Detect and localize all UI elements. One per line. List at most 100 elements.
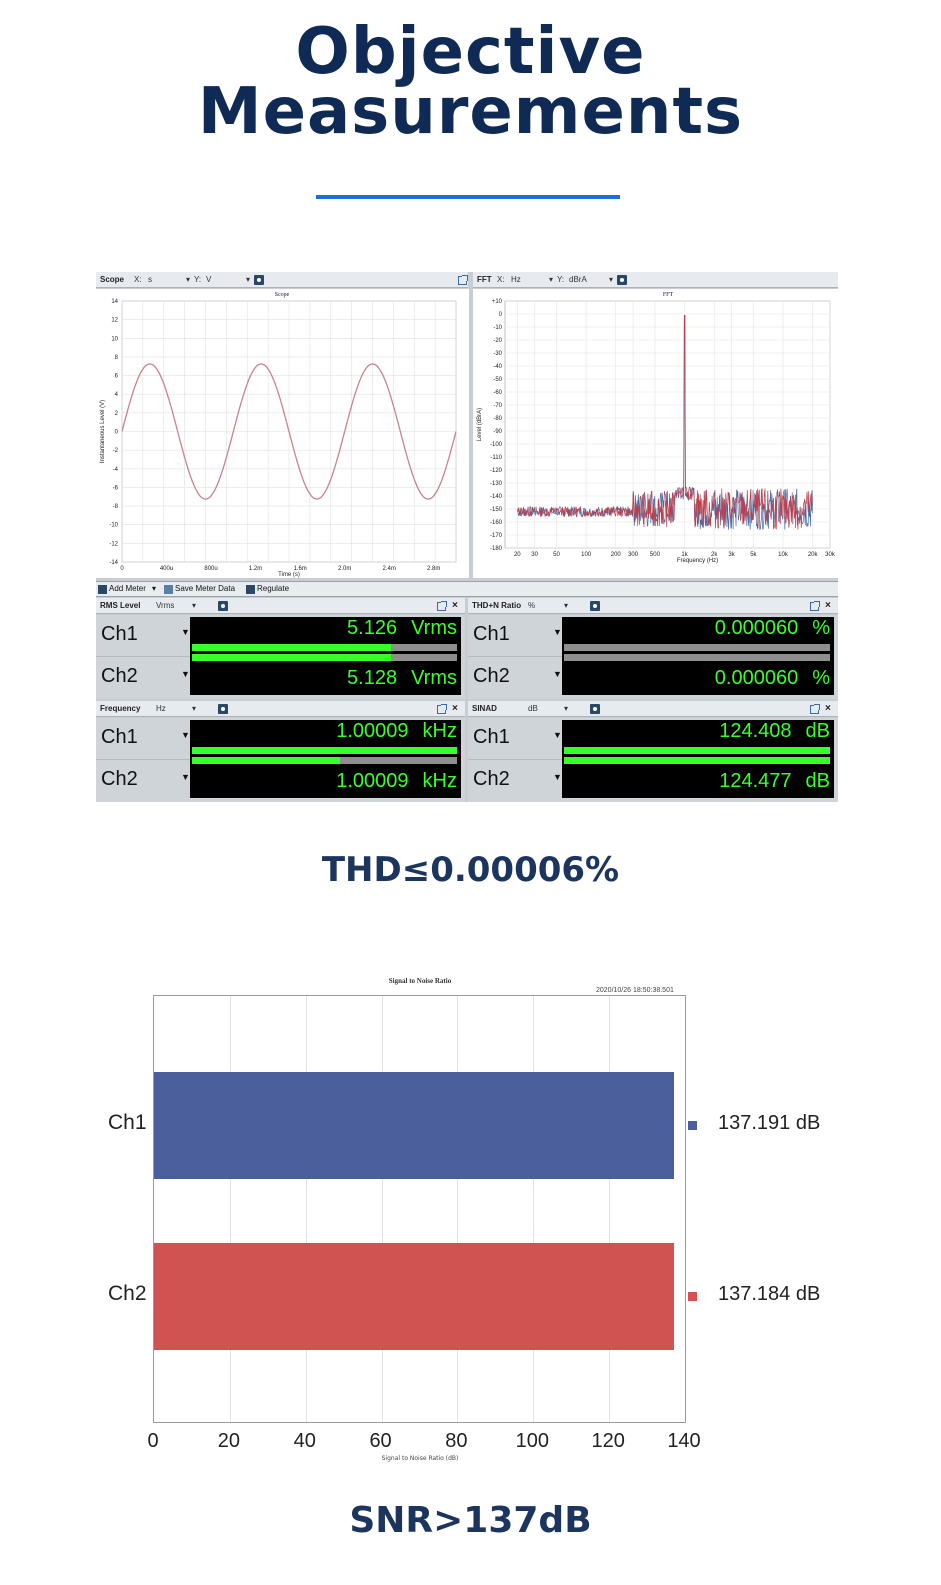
scope-x-unit-select[interactable]: s <box>148 275 152 284</box>
fft-y-tick: -180 <box>490 546 503 552</box>
meter-number: 5.128 <box>347 667 398 689</box>
channel-select[interactable]: Ch2 <box>473 768 510 790</box>
meter-unit-select[interactable]: Vrms <box>156 601 175 610</box>
fft-graph: FFT +10 0 -10 -20 -30 -40 -50 -60 -70 -80 -90 -100 -1… <box>473 289 838 578</box>
page-title: Objective Measurements <box>0 20 941 144</box>
chevron-down-icon: ▾ <box>192 704 197 713</box>
add-meter-button[interactable]: Add Meter <box>109 584 146 593</box>
pop-out-icon[interactable] <box>437 601 447 611</box>
close-icon[interactable]: × <box>452 600 458 611</box>
chevron-down-icon[interactable]: ▼ <box>181 669 190 679</box>
settings-icon[interactable] <box>617 275 627 285</box>
settings-icon[interactable] <box>254 275 264 285</box>
close-icon[interactable]: × <box>825 703 831 714</box>
meter-panel-header: Frequency Hz ▾ × <box>96 701 465 717</box>
snr-gridline <box>229 996 231 1422</box>
meter-unit: kHz <box>422 720 457 742</box>
meter-unit-select[interactable]: dB <box>528 704 538 713</box>
settings-icon[interactable] <box>218 601 228 611</box>
chevron-down-icon[interactable]: ▼ <box>181 627 190 637</box>
meter-number: 124.408 <box>719 720 792 742</box>
pop-out-icon[interactable] <box>458 275 468 285</box>
chevron-down-icon[interactable]: ▼ <box>553 772 562 782</box>
scope-y-unit-select[interactable]: V <box>206 275 212 284</box>
settings-icon[interactable] <box>218 704 228 714</box>
meter-level-fill <box>564 757 830 764</box>
scope-x-tick: 800u <box>204 566 217 572</box>
meter-value: 0.000060% <box>715 667 830 690</box>
snr-x-tick: 100 <box>515 1430 549 1452</box>
pop-out-icon[interactable] <box>810 601 820 611</box>
meter-level-bar <box>564 747 830 754</box>
snr-x-tick: 0 <box>147 1430 159 1452</box>
fft-y-tick: -160 <box>490 520 503 526</box>
channel-select[interactable]: Ch1 <box>473 726 510 748</box>
settings-icon[interactable] <box>590 704 600 714</box>
scope-x-tick: 2.4m <box>383 566 396 572</box>
channel-select[interactable]: Ch1 <box>101 726 138 748</box>
snr-plot-area <box>153 995 686 1423</box>
meter-number: 0.000060 <box>714 667 799 689</box>
chevron-down-icon[interactable]: ▼ <box>181 772 190 782</box>
channel-select[interactable]: Ch2 <box>101 665 138 687</box>
scope-waveform-trace <box>121 363 457 500</box>
meter-value: 1.00009 kHz <box>336 720 457 743</box>
fft-x-unit-select[interactable]: Hz <box>511 275 521 284</box>
snr-value-label: 137.184 dB <box>718 1283 821 1305</box>
title-underline <box>316 195 620 199</box>
chevron-down-icon: ▾ <box>609 275 614 284</box>
fft-x-tick: 500 <box>650 552 661 558</box>
snr-category-label: Ch1 <box>108 1111 147 1134</box>
pop-out-icon[interactable] <box>437 704 447 714</box>
fft-y-tick: -110 <box>490 455 502 461</box>
chevron-down-icon: ▾ <box>152 584 157 593</box>
snr-chart-title: Signal to Noise Ratio <box>388 977 452 985</box>
snr-x-tick: 120 <box>591 1430 625 1452</box>
settings-icon[interactable] <box>590 601 600 611</box>
chevron-down-icon: ▾ <box>564 601 569 610</box>
close-icon[interactable]: × <box>452 703 458 714</box>
fft-y-tick: -80 <box>493 416 502 422</box>
chevron-down-icon: ▾ <box>246 275 251 284</box>
channel-select[interactable]: Ch2 <box>101 768 138 790</box>
channel-select[interactable]: Ch2 <box>473 665 510 687</box>
chevron-down-icon[interactable]: ▼ <box>553 669 562 679</box>
fft-y-tick: -60 <box>493 390 502 396</box>
meter-level-bar <box>192 747 457 754</box>
meter-number: 5.126 <box>347 617 398 639</box>
fft-x-tick: 30 <box>531 552 538 558</box>
chevron-down-icon[interactable]: ▼ <box>553 627 562 637</box>
snr-gridline <box>533 996 535 1422</box>
regulate-button[interactable]: Regulate <box>257 584 290 593</box>
scope-y-axis: Y: <box>194 275 202 284</box>
scope-panel-header: Scope X: s ▾ Y: V ▾ <box>96 272 468 288</box>
fft-x-tick: 10k <box>778 552 789 558</box>
scope-graph-title: Scope <box>275 292 290 298</box>
fft-y-tick: -30 <box>493 351 502 357</box>
channel-select[interactable]: Ch1 <box>101 623 138 645</box>
meter-unit-select[interactable]: Hz <box>156 704 166 713</box>
meter-panel: 124.408 dB 124.477 dB Ch1 ▼ Ch2 ▼ <box>468 718 838 802</box>
channel-select[interactable]: Ch1 <box>473 623 510 645</box>
scope-x-tick: 2.8m <box>427 566 440 572</box>
snr-value-label: 137.191 dB <box>718 1112 821 1134</box>
snr-gridline <box>609 996 611 1422</box>
chevron-down-icon: ▾ <box>549 275 554 284</box>
chevron-down-icon[interactable]: ▼ <box>553 730 562 740</box>
fft-x-axis: X: <box>497 275 505 284</box>
snr-category-label: Ch2 <box>108 1282 147 1305</box>
chevron-down-icon[interactable]: ▼ <box>181 730 190 740</box>
scope-y-tick: 12 <box>111 318 118 324</box>
meter-level-bar <box>564 644 830 651</box>
pop-out-icon[interactable] <box>810 704 820 714</box>
save-meter-data-button[interactable]: Save Meter Data <box>175 584 236 593</box>
meter-title: RMS Level <box>100 601 141 610</box>
scope-y-tick: -14 <box>109 560 118 566</box>
close-icon[interactable]: × <box>825 600 831 611</box>
meter-unit-select[interactable]: % <box>528 601 536 610</box>
meter-title: Frequency <box>100 704 141 713</box>
scope-y-tick: 14 <box>111 299 118 305</box>
fft-y-unit-select[interactable]: dBrA <box>569 275 587 284</box>
meter-unit: % <box>812 617 830 639</box>
